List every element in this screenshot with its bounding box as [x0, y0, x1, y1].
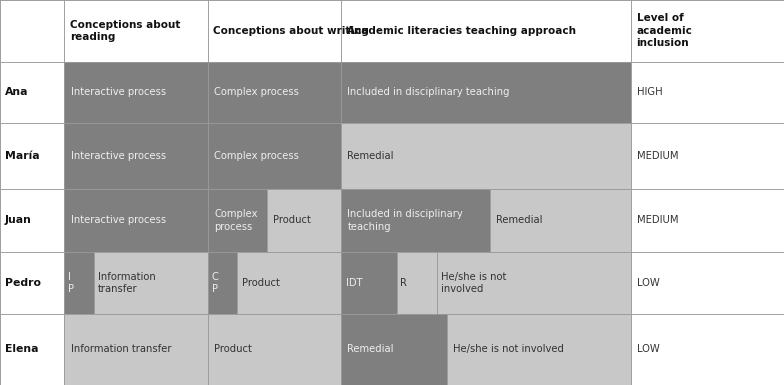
- Text: Pedro: Pedro: [5, 278, 41, 288]
- Bar: [341, 252, 397, 314]
- Text: MEDIUM: MEDIUM: [637, 216, 679, 225]
- Bar: [341, 123, 631, 189]
- Bar: [208, 123, 341, 189]
- Bar: [490, 189, 631, 252]
- Bar: [267, 189, 341, 252]
- Bar: [64, 252, 94, 314]
- Bar: [64, 0, 208, 62]
- Bar: [0, 123, 64, 189]
- Text: Remedial: Remedial: [347, 345, 394, 354]
- Text: LOW: LOW: [637, 278, 660, 288]
- Bar: [341, 189, 490, 252]
- Bar: [208, 189, 267, 252]
- Bar: [397, 252, 437, 314]
- Bar: [208, 62, 341, 123]
- Bar: [208, 0, 341, 62]
- Text: Juan: Juan: [5, 216, 31, 225]
- Text: IDT: IDT: [346, 278, 362, 288]
- Bar: [437, 252, 631, 314]
- Bar: [64, 189, 208, 252]
- Text: Complex process: Complex process: [214, 87, 299, 97]
- Bar: [631, 189, 784, 252]
- Text: Complex
process: Complex process: [214, 209, 257, 232]
- Text: María: María: [5, 151, 39, 161]
- Bar: [64, 123, 208, 189]
- Text: Remedial: Remedial: [347, 151, 394, 161]
- Text: Academic literacies teaching approach: Academic literacies teaching approach: [347, 26, 575, 36]
- Bar: [64, 62, 208, 123]
- Bar: [0, 314, 64, 385]
- Text: Interactive process: Interactive process: [71, 151, 165, 161]
- Text: Complex process: Complex process: [214, 151, 299, 161]
- Bar: [237, 252, 341, 314]
- Text: Level of
academic
inclusion: Level of academic inclusion: [637, 13, 692, 48]
- Bar: [631, 0, 784, 62]
- Text: I
P: I P: [68, 272, 74, 294]
- Text: Conceptions about
reading: Conceptions about reading: [70, 20, 180, 42]
- Text: Elena: Elena: [5, 345, 38, 354]
- Bar: [94, 252, 208, 314]
- Bar: [631, 62, 784, 123]
- Text: LOW: LOW: [637, 345, 660, 354]
- Text: Product: Product: [214, 345, 252, 354]
- Bar: [341, 0, 631, 62]
- Text: Included in disciplinary teaching: Included in disciplinary teaching: [347, 87, 510, 97]
- Bar: [631, 314, 784, 385]
- Text: Interactive process: Interactive process: [71, 87, 165, 97]
- Bar: [0, 189, 64, 252]
- Bar: [208, 252, 237, 314]
- Text: HIGH: HIGH: [637, 87, 663, 97]
- Text: Included in disciplinary
teaching: Included in disciplinary teaching: [347, 209, 463, 232]
- Bar: [447, 314, 631, 385]
- Text: Product: Product: [242, 278, 280, 288]
- Text: Conceptions about writing: Conceptions about writing: [213, 26, 369, 36]
- Text: R: R: [400, 278, 407, 288]
- Text: Ana: Ana: [5, 87, 28, 97]
- Bar: [341, 314, 447, 385]
- Text: C
P: C P: [212, 272, 219, 294]
- Bar: [631, 252, 784, 314]
- Bar: [64, 314, 208, 385]
- Bar: [341, 62, 631, 123]
- Text: Remedial: Remedial: [496, 216, 543, 225]
- Bar: [0, 62, 64, 123]
- Bar: [0, 0, 64, 62]
- Text: Information transfer: Information transfer: [71, 345, 171, 354]
- Bar: [631, 123, 784, 189]
- Text: MEDIUM: MEDIUM: [637, 151, 679, 161]
- Bar: [208, 314, 341, 385]
- Text: Information
transfer: Information transfer: [98, 272, 156, 294]
- Text: Product: Product: [273, 216, 310, 225]
- Bar: [0, 252, 64, 314]
- Text: He/she is not involved: He/she is not involved: [453, 345, 564, 354]
- Text: Interactive process: Interactive process: [71, 216, 165, 225]
- Text: He/she is not
involved: He/she is not involved: [441, 272, 506, 294]
